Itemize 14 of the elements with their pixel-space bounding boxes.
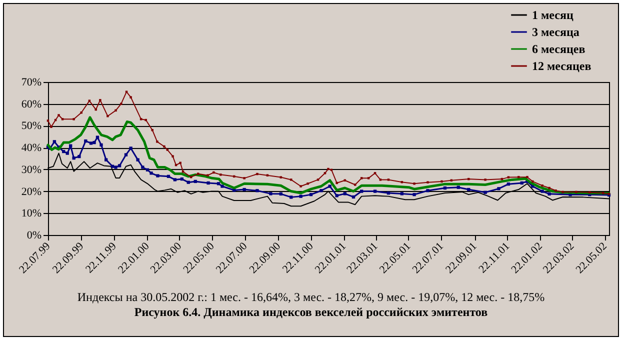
- y-tick-label: 0%: [26, 230, 42, 242]
- y-tick-label: 50%: [21, 120, 42, 132]
- y-tick-label: 40%: [21, 142, 42, 154]
- text: Рисунок 6.4. Динамика индексов векселей российских эмитентов: [133, 305, 489, 320]
- y-tick-label: 60%: [21, 98, 42, 110]
- y-tick-label: 10%: [21, 208, 42, 220]
- legend-label: 3 месяца: [532, 25, 580, 39]
- text: Индексы на 30.05.2002 г.: 1 мес. - 16,64%, 3 мес. - 18,27%, 9 мес. - 19,07%, 12 мес. - 18,75%: [76, 290, 546, 305]
- legend-label: 6 месяцев: [532, 42, 586, 56]
- legend-label: 1 месяц: [532, 8, 574, 22]
- legend-label: 12 месяцев: [532, 59, 592, 73]
- y-tick-label: 30%: [21, 164, 42, 176]
- y-tick-label: 70%: [21, 76, 42, 88]
- y-tick-label: 20%: [21, 186, 42, 198]
